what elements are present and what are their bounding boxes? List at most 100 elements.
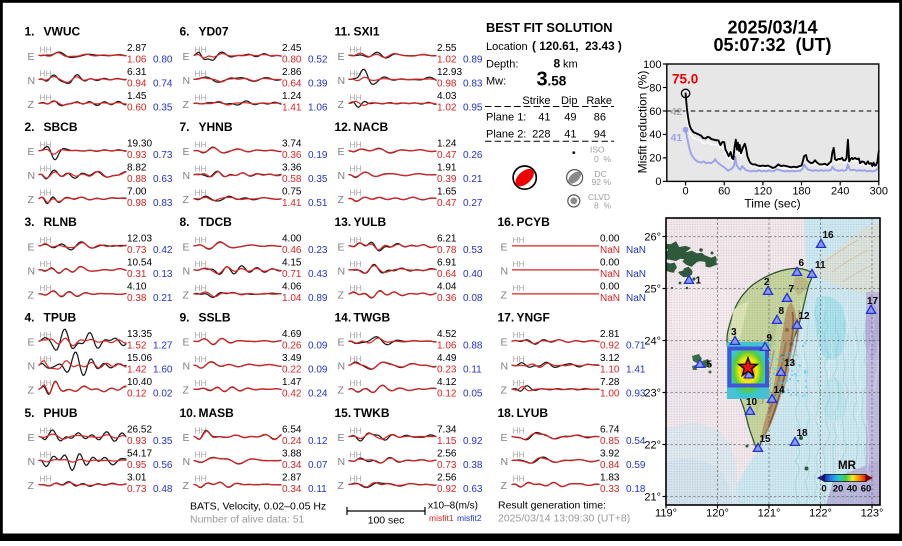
svg-text:92 %: 92 %	[592, 177, 612, 187]
svg-text:0.35: 0.35	[153, 103, 173, 114]
svg-text:BATS, Velocity, 0.02–0.05 Hz: BATS, Velocity, 0.02–0.05 Hz	[190, 501, 326, 513]
svg-text:misfit2: misfit2	[457, 513, 482, 523]
svg-text:MASB: MASB	[199, 406, 235, 420]
svg-text:HH: HH	[350, 164, 362, 174]
svg-text:2025/03/14 13:09:30 (UT+8): 2025/03/14 13:09:30 (UT+8)	[498, 513, 630, 525]
svg-text:HH: HH	[195, 164, 207, 174]
svg-text:1.47: 1.47	[282, 377, 302, 388]
svg-text:1.41: 1.41	[282, 198, 302, 209]
svg-text:E: E	[183, 241, 190, 253]
svg-text:0.35: 0.35	[308, 174, 328, 185]
svg-text:1.10: 1.10	[600, 365, 620, 376]
svg-text:HH: HH	[513, 235, 525, 245]
svg-text:6.74: 6.74	[600, 424, 620, 435]
svg-text:14: 14	[774, 385, 786, 396]
svg-text:3: 3	[537, 69, 548, 91]
svg-text:2.81: 2.81	[600, 329, 620, 340]
svg-text:0.56: 0.56	[153, 460, 173, 471]
svg-text:E: E	[501, 432, 508, 444]
svg-text:1.06: 1.06	[437, 341, 457, 352]
svg-text:15: 15	[760, 434, 772, 445]
svg-text:DC: DC	[595, 169, 607, 179]
svg-text:Z: Z	[338, 99, 345, 111]
svg-text:3.12: 3.12	[600, 353, 620, 364]
svg-text:24°: 24°	[644, 335, 661, 347]
svg-text:9: 9	[767, 333, 773, 344]
svg-text:0.51: 0.51	[308, 198, 328, 209]
svg-text:HH: HH	[40, 235, 52, 245]
svg-text:Result generation time:: Result generation time:	[498, 500, 606, 512]
svg-text:0.19: 0.19	[308, 150, 328, 161]
svg-text:HH: HH	[350, 426, 362, 436]
svg-text:120°: 120°	[706, 508, 729, 520]
svg-text:12.: 12.	[335, 120, 352, 134]
svg-text:HH: HH	[195, 140, 207, 150]
svg-text:N: N	[338, 170, 346, 182]
svg-text:0.12: 0.12	[308, 436, 328, 447]
svg-text:42: 42	[671, 106, 683, 118]
svg-text:0.24: 0.24	[308, 389, 328, 400]
svg-text:HH: HH	[513, 450, 525, 460]
svg-text:1.06: 1.06	[127, 55, 147, 66]
svg-text:Z: Z	[183, 194, 190, 206]
svg-text:HH: HH	[40, 44, 52, 54]
svg-text:Time (sec): Time (sec)	[744, 197, 800, 211]
svg-text:N: N	[501, 361, 509, 373]
svg-text:1.52: 1.52	[127, 341, 147, 352]
svg-text:E: E	[28, 432, 35, 444]
svg-text:N: N	[28, 170, 36, 182]
svg-text:SBCB: SBCB	[44, 120, 78, 134]
svg-text:0.09: 0.09	[308, 365, 328, 376]
svg-text:0.78: 0.78	[437, 245, 457, 256]
svg-text:HH: HH	[40, 140, 52, 150]
svg-text:0.12: 0.12	[437, 389, 457, 400]
svg-text:1.60: 1.60	[153, 365, 173, 376]
svg-text:BEST FIT SOLUTION: BEST FIT SOLUTION	[486, 20, 613, 35]
svg-text:2.87: 2.87	[282, 472, 302, 483]
svg-text:0.83: 0.83	[153, 198, 173, 209]
svg-text:240: 240	[831, 186, 849, 198]
svg-text:HH: HH	[513, 283, 525, 293]
svg-text:7.: 7.	[180, 120, 190, 134]
svg-text:N: N	[183, 75, 191, 87]
svg-text:1.45: 1.45	[127, 91, 147, 102]
svg-text:60: 60	[861, 484, 872, 495]
svg-text:0.64: 0.64	[282, 79, 302, 90]
svg-text:6.54: 6.54	[282, 424, 302, 435]
svg-text:2.: 2.	[25, 120, 35, 134]
svg-text:41: 41	[564, 128, 576, 140]
svg-text:Location: Location	[486, 41, 528, 53]
svg-text:RLNB: RLNB	[44, 215, 78, 229]
svg-text:0.71: 0.71	[626, 341, 646, 352]
svg-text:6: 6	[799, 258, 805, 269]
svg-text:0.58: 0.58	[282, 174, 302, 185]
svg-text:0.88: 0.88	[127, 174, 147, 185]
svg-text:N: N	[28, 75, 36, 87]
svg-text:100: 100	[643, 59, 661, 71]
svg-text:3.01: 3.01	[127, 472, 147, 483]
svg-text:MR: MR	[838, 460, 857, 472]
svg-text:0: 0	[821, 484, 826, 495]
svg-text:0.73: 0.73	[437, 460, 457, 471]
svg-text:Plane 2:: Plane 2:	[486, 128, 526, 140]
svg-text:Z: Z	[183, 289, 190, 301]
svg-text:N: N	[338, 456, 346, 468]
svg-text:1.02: 1.02	[437, 55, 457, 66]
svg-text:228: 228	[532, 128, 550, 140]
svg-text:HH: HH	[195, 354, 207, 364]
svg-text:119°: 119°	[655, 508, 677, 520]
svg-text:3.88: 3.88	[282, 448, 302, 459]
svg-text:E: E	[338, 51, 345, 63]
svg-text:HH: HH	[195, 378, 207, 388]
svg-text:4.49: 4.49	[437, 353, 457, 364]
svg-text:HH: HH	[40, 426, 52, 436]
svg-text:3.74: 3.74	[282, 138, 302, 149]
svg-text:HH: HH	[350, 68, 362, 78]
svg-text:0.33: 0.33	[600, 484, 620, 495]
svg-text:0.39: 0.39	[437, 174, 457, 185]
svg-text:0.07: 0.07	[308, 460, 328, 471]
svg-text:E: E	[183, 51, 190, 63]
svg-text:6.: 6.	[180, 25, 190, 39]
svg-text:Z: Z	[28, 480, 35, 492]
svg-text:0.71: 0.71	[282, 269, 302, 280]
